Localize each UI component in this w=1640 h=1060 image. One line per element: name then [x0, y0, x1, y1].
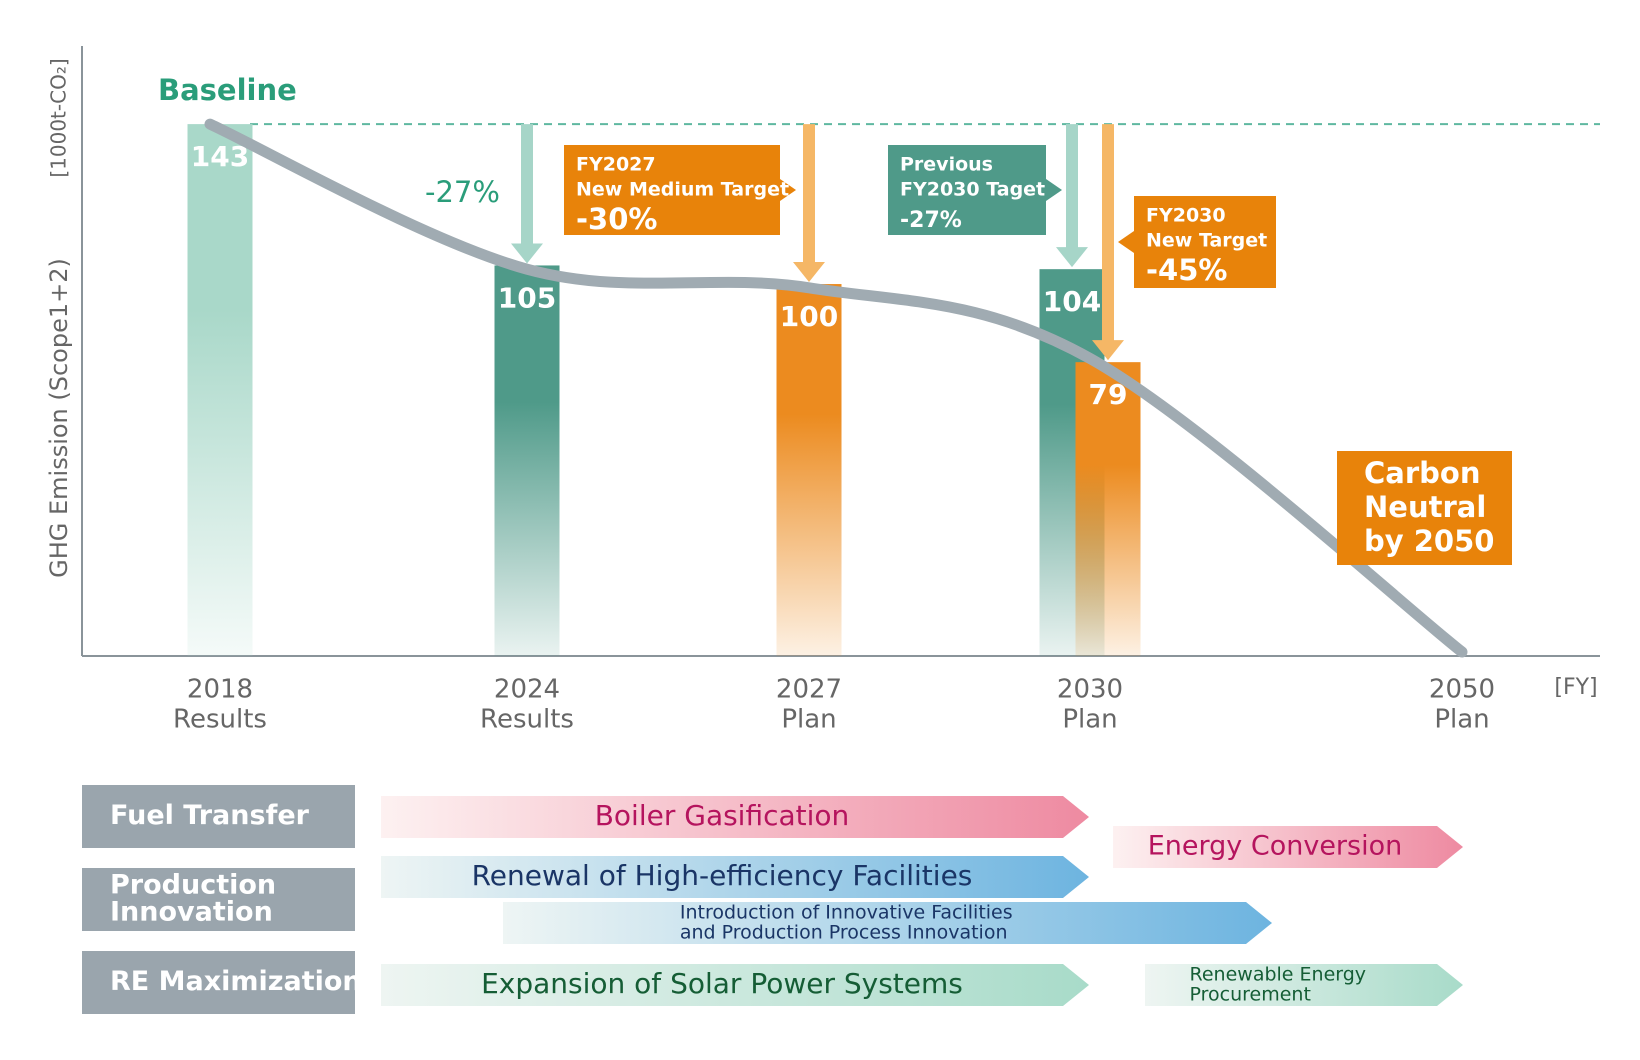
callout-text: -30% — [576, 202, 657, 236]
x-unit: [FY] — [1554, 675, 1597, 700]
callout-text: New Target — [1146, 230, 1267, 252]
reduction-label: -27% — [425, 175, 500, 209]
x-tick-label: 2027 — [776, 675, 842, 705]
roadmap-arrow — [1145, 964, 1463, 1006]
bar-value-label: 100 — [780, 300, 838, 333]
callout-text: FY2030 Taget — [900, 179, 1045, 201]
target-arrow-head — [511, 243, 543, 264]
roadmap-category-label: Fuel Transfer — [110, 800, 310, 831]
roadmap-arrow-label: Procurement — [1190, 984, 1311, 1006]
bar — [1075, 362, 1141, 656]
roadmap-category-label: Innovation — [110, 897, 273, 928]
callout-pointer — [1046, 179, 1062, 201]
roadmap-arrow-label: Expansion of Solar Power Systems — [481, 967, 963, 1000]
x-tick-note: Results — [480, 705, 574, 735]
target-arrow-head — [1092, 340, 1124, 361]
roadmap-arrow-label: Boiler Gasification — [595, 799, 850, 832]
y-axis-label: GHG Emission (Scope1+2) — [45, 258, 73, 578]
bar — [776, 284, 842, 656]
callout-text: -27% — [900, 208, 962, 233]
roadmap-category — [82, 951, 355, 1014]
roadmap-arrow-label: Introduction of Innovative Facilities — [680, 902, 1013, 924]
roadmap-arrow — [381, 856, 1089, 898]
x-tick-note: Plan — [781, 705, 836, 735]
x-tick-note: Plan — [1062, 705, 1117, 735]
callout-pointer — [780, 179, 796, 201]
bar-value-label: 143 — [191, 140, 249, 173]
bar-value-label: 105 — [498, 281, 556, 314]
roadmap-arrow-label: Renewal of High-efficiency Facilities — [472, 859, 973, 892]
callout-pointer — [1118, 231, 1134, 253]
bar-value-label: 104 — [1043, 285, 1101, 318]
callout-box — [564, 145, 780, 235]
y-unit: [1000t-CO₂] — [47, 58, 71, 177]
roadmap-category — [82, 868, 355, 931]
bar — [187, 124, 253, 657]
callout-box — [1337, 451, 1512, 565]
x-tick-label: 2050 — [1429, 675, 1495, 705]
roadmap-arrow-label: Renewable Energy — [1190, 964, 1367, 986]
roadmap-arrow — [381, 964, 1089, 1006]
roadmap-arrow-label: and Production Process Innovation — [680, 922, 1008, 944]
x-tick-label: 2024 — [494, 675, 560, 705]
callout-text: by 2050 — [1364, 524, 1494, 558]
callout-box — [888, 145, 1046, 235]
bar — [494, 265, 560, 656]
callout-text: Carbon — [1364, 456, 1480, 490]
roadmap-arrow — [503, 902, 1272, 944]
x-tick-label: 2030 — [1057, 675, 1123, 705]
callout-text: FY2030 — [1146, 205, 1226, 227]
roadmap-category — [82, 785, 355, 848]
roadmap-arrow-label: Energy Conversion — [1148, 831, 1402, 862]
x-tick-label: 2018 — [187, 675, 253, 705]
target-arrow-head — [793, 262, 825, 283]
callout-text: Neutral — [1364, 490, 1486, 524]
callout-box — [1134, 196, 1276, 288]
callout-text: FY2027 — [576, 154, 656, 176]
baseline-label: Baseline — [158, 73, 297, 107]
trend-line — [204, 118, 1468, 658]
roadmap-arrow — [1113, 826, 1463, 868]
callout-text: New Medium Target — [576, 179, 789, 201]
x-tick-note: Plan — [1434, 705, 1489, 735]
target-arrow-head — [1056, 247, 1088, 268]
roadmap-category-label: Production — [110, 870, 276, 901]
callout-text: Previous — [900, 154, 993, 176]
x-tick-note: Results — [173, 705, 267, 735]
roadmap-category-label: RE Maximization — [110, 966, 362, 997]
callout-text: -45% — [1146, 253, 1227, 287]
roadmap-arrow — [381, 796, 1089, 838]
